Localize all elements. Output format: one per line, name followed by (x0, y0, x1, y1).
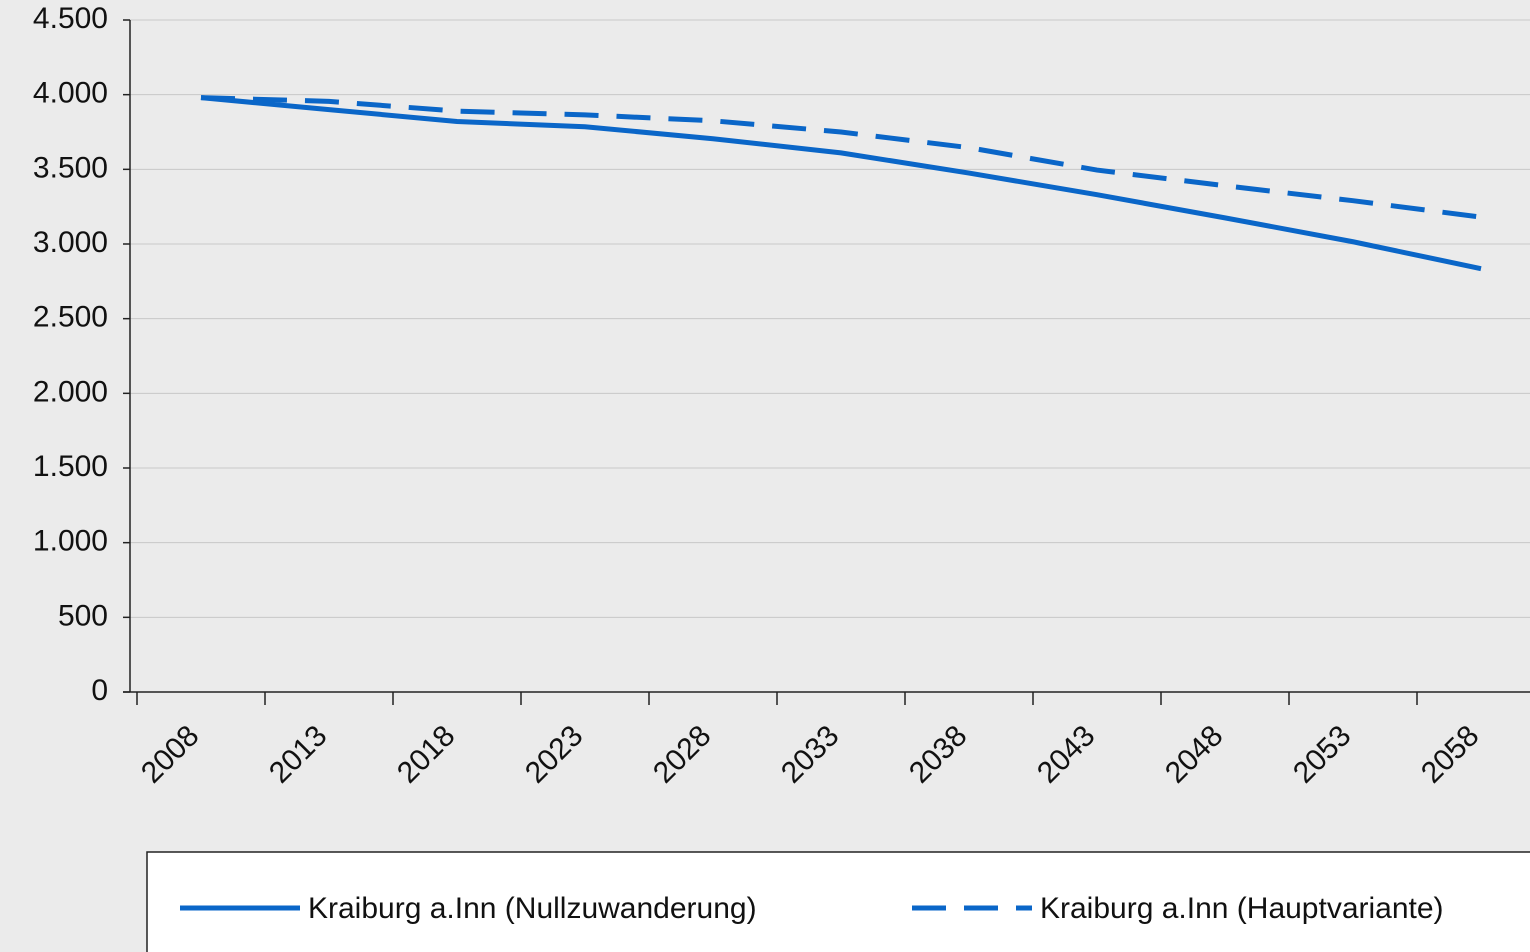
y-tick-label: 0 (91, 674, 108, 707)
legend-box (146, 851, 1530, 952)
y-tick-label: 2.000 (33, 375, 108, 408)
y-tick-label: 500 (58, 599, 108, 632)
y-tick-label: 1.000 (33, 525, 108, 558)
y-tick-label: 2.500 (33, 301, 108, 334)
y-tick-label: 4.500 (33, 2, 108, 35)
y-tick-label: 3.500 (33, 151, 108, 184)
y-tick-label: 1.500 (33, 450, 108, 483)
legend-label: Kraiburg a.Inn (Hauptvariante) (1040, 892, 1444, 925)
y-tick-label: 4.000 (33, 77, 108, 110)
y-tick-label: 3.000 (33, 226, 108, 259)
series-line (200, 95, 1482, 272)
legend-label: Kraiburg a.Inn (Nullzuwanderung) (308, 892, 757, 925)
series-line (200, 95, 1482, 220)
